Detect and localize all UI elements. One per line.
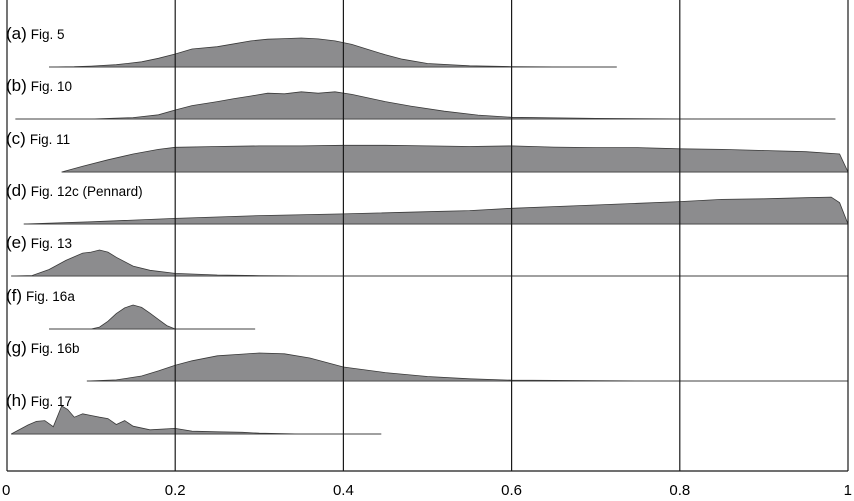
x-tick-label: 0.6 [501, 482, 522, 499]
series-name: Fig. 12c (Pennard) [31, 184, 143, 199]
series-letter: (e) [6, 233, 27, 252]
series-7 [86, 352, 848, 382]
x-tick-label: 0 [2, 482, 10, 499]
series-3 [61, 144, 849, 173]
series-8 [11, 405, 382, 435]
panels [11, 37, 849, 435]
series-area [15, 91, 836, 120]
series-name: Fig. 11 [30, 132, 70, 147]
row-labels: (a) Fig. 5 (b) Fig. 10 (c) Fig. 11 (d) Fig. 12c… [6, 24, 143, 410]
series-letter: (b) [6, 76, 27, 95]
series-letter: (h) [6, 391, 27, 410]
series-label: (d) Fig. 12c (Pennard) [6, 181, 143, 200]
x-tick-label: 0.8 [669, 482, 690, 499]
series-area [11, 405, 382, 435]
series-6 [49, 304, 256, 330]
x-tick-label: 0.4 [333, 482, 354, 499]
series-1 [49, 37, 617, 68]
series-label: (c) Fig. 11 [6, 129, 70, 148]
series-letter: (d) [6, 181, 27, 200]
series-area [61, 144, 849, 173]
series-4 [23, 196, 849, 225]
series-letter: (c) [6, 129, 26, 148]
x-tick-label: 1 [844, 482, 852, 499]
series-letter: (g) [6, 338, 27, 357]
series-letter: (f) [6, 286, 22, 305]
series-label: (b) Fig. 10 [6, 76, 72, 95]
series-name: Fig. 10 [31, 79, 72, 94]
series-5 [11, 249, 848, 277]
series-2 [15, 91, 836, 120]
series-name: Fig. 5 [31, 27, 65, 42]
x-tick-label: 0.2 [165, 482, 186, 499]
series-label: (e) Fig. 13 [6, 233, 72, 252]
series-label: (g) Fig. 16b [6, 338, 80, 357]
series-area [23, 196, 849, 225]
series-label: (a) Fig. 5 [6, 24, 65, 43]
series-area [11, 249, 848, 277]
series-area [86, 352, 848, 382]
series-letter: (a) [6, 24, 27, 43]
series-label: (f) Fig. 16a [6, 286, 75, 305]
series-name: Fig. 16a [26, 289, 75, 304]
series-name: Fig. 13 [31, 236, 72, 251]
series-label: (h) Fig. 17 [6, 391, 72, 410]
series-area [49, 37, 617, 68]
vertical-gridlines [174, 0, 681, 471]
series-name: Fig. 16b [31, 341, 80, 356]
series-area [49, 304, 256, 330]
series-name: Fig. 17 [31, 394, 72, 409]
